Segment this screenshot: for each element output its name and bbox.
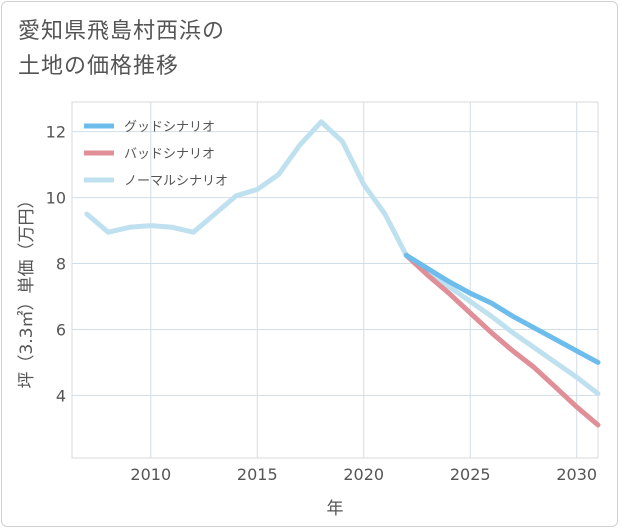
y-tick-label: 6 [56, 320, 66, 339]
x-tick-label: 2020 [343, 465, 384, 484]
y-tick-label: 12 [46, 123, 66, 142]
series-layer [84, 119, 601, 428]
x-axis-label: 年 [327, 499, 344, 519]
legend-label: ノーマルシナリオ [124, 174, 228, 189]
x-tick-label: 2025 [450, 465, 491, 484]
y-tick-label: 10 [46, 189, 66, 208]
legend-label: バッドシナリオ [124, 147, 215, 162]
y-tick-label: 8 [56, 255, 66, 274]
plot-area [71, 101, 599, 459]
x-tick-label: 2015 [237, 465, 278, 484]
tick-labels: 2010 2015 2020 2025 2030 4 6 8 10 12 [46, 123, 597, 484]
series-line-0 [403, 252, 601, 365]
title-line-2: 土地の価格推移 [18, 54, 180, 79]
series-line-2 [84, 119, 601, 397]
legend-label: グッドシナリオ [124, 120, 215, 135]
y-axis-label: 坪（3.3㎡）単価（万円） [17, 191, 37, 388]
title-line-1: 愛知県飛島村西浜の [18, 19, 226, 44]
series-line-1 [403, 252, 601, 428]
x-tick-label: 2030 [556, 465, 597, 484]
x-tick-label: 2010 [130, 465, 171, 484]
chart-title: 愛知県飛島村西浜の 土地の価格推移 [18, 14, 225, 84]
y-tick-label: 4 [56, 386, 66, 405]
